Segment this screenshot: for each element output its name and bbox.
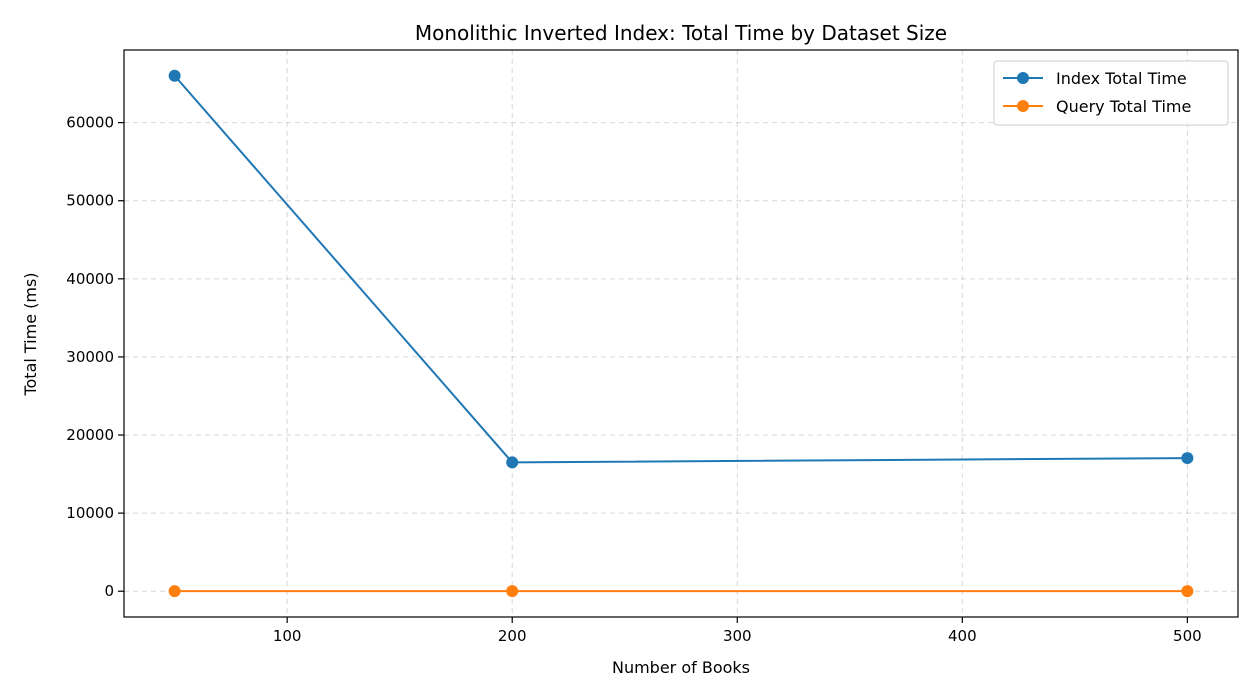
legend-frame bbox=[993, 60, 1229, 126]
x-tick-label: 400 bbox=[948, 627, 977, 645]
series-layer bbox=[168, 69, 1194, 598]
legend: Index Total Time Query Total Time bbox=[993, 60, 1229, 126]
legend-label-query-total-time: Query Total Time bbox=[1056, 97, 1191, 116]
x-tick-label: 100 bbox=[273, 627, 302, 645]
data-point-query-total-time bbox=[1181, 585, 1194, 598]
plot-frame bbox=[123, 49, 1239, 618]
y-tick-label: 0 bbox=[104, 582, 114, 600]
data-point-index-total-time bbox=[506, 456, 519, 469]
data-point-query-total-time bbox=[506, 585, 519, 598]
y-tick-label: 50000 bbox=[66, 192, 114, 210]
data-point-index-total-time bbox=[1181, 452, 1194, 465]
legend-marker-query-total-time bbox=[1017, 100, 1029, 112]
legend-marker-index-total-time bbox=[1017, 72, 1029, 84]
y-tick-label: 40000 bbox=[66, 270, 114, 288]
y-tick-label: 60000 bbox=[66, 114, 114, 132]
y-axis-label: Total Time (ms) bbox=[21, 272, 40, 396]
y-tick-label: 30000 bbox=[66, 348, 114, 366]
y-tick-label: 10000 bbox=[66, 504, 114, 522]
x-tick-label: 200 bbox=[498, 627, 527, 645]
x-tick-label: 300 bbox=[723, 627, 752, 645]
data-point-query-total-time bbox=[168, 585, 181, 598]
y-tick-label: 20000 bbox=[66, 426, 114, 444]
data-point-index-total-time bbox=[168, 69, 181, 82]
axis-ticks: 100 200 300 400 500 0 10000 20000 30000 40000 5000… bbox=[66, 114, 1201, 645]
x-axis-label: Number of Books bbox=[612, 658, 750, 677]
legend-label-index-total-time: Index Total Time bbox=[1056, 69, 1187, 88]
x-tick-label: 500 bbox=[1173, 627, 1202, 645]
chart-title: Monolithic Inverted Index: Total Time by… bbox=[415, 21, 947, 45]
